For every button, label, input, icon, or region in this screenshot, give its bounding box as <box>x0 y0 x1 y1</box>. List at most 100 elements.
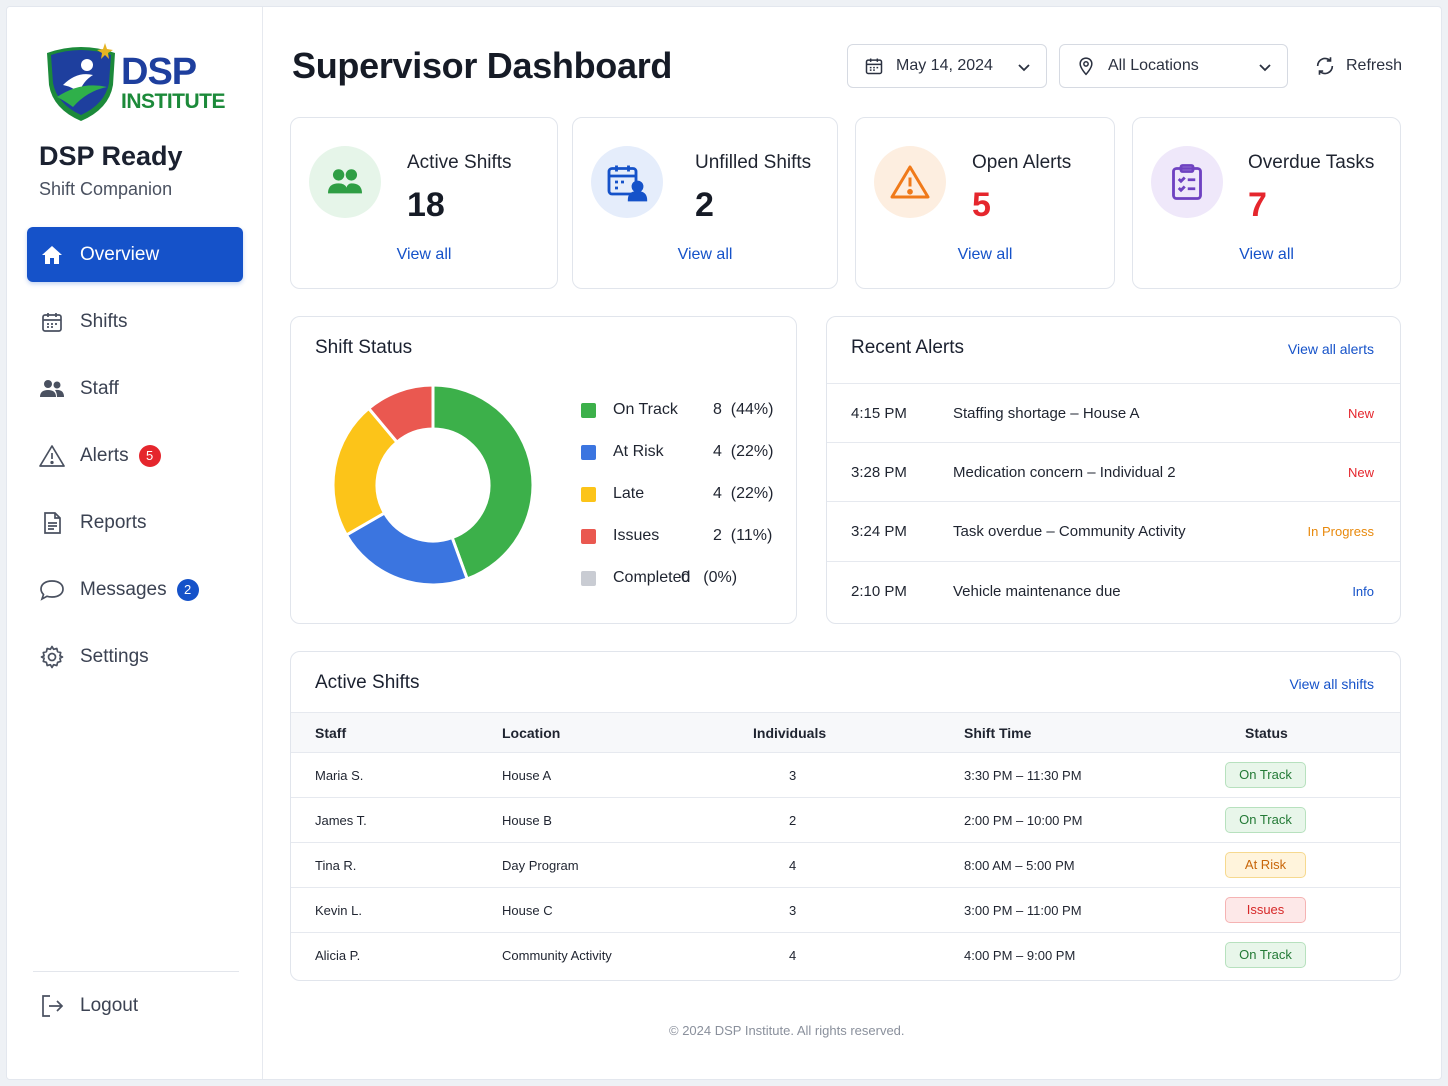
kpi-label: Active Shifts <box>407 152 512 173</box>
sidebar-item-label: Alerts <box>80 444 129 466</box>
table-row[interactable]: Maria S. House A 3 3:30 PM – 11:30 PM On… <box>291 752 1400 798</box>
clipboard-check-icon <box>1151 146 1223 218</box>
alert-row[interactable]: 3:28 PM Medication concern – Individual … <box>827 442 1400 501</box>
sidebar-item-label: Staff <box>80 377 119 399</box>
view-all-unfilled-shifts-link[interactable]: View all <box>677 246 733 263</box>
alerts-count-badge: 5 <box>138 444 161 467</box>
logo-line1: DSP <box>121 51 197 93</box>
alert-status: New <box>1347 465 1374 480</box>
location-cell: House A <box>502 752 734 798</box>
gear-icon <box>39 644 65 670</box>
view-all-overdue-tasks-link[interactable]: View all <box>1239 246 1294 263</box>
calendar-icon <box>39 309 65 335</box>
kpi-value: 5 <box>972 186 991 224</box>
kpi-label: Unfilled Shifts <box>695 152 812 173</box>
view-all-shifts-link[interactable]: View all shifts <box>1289 676 1374 692</box>
sidebar-item-alerts[interactable]: Alerts 5 <box>27 428 243 483</box>
chart-legend: On Track 8 (44%) At Risk 4 (22%) Late 4 … <box>581 389 781 599</box>
individuals-cell: 4 <box>789 947 797 963</box>
alert-status: In Progress <box>1307 524 1374 539</box>
location-cell: House B <box>502 797 734 843</box>
alert-text: Medication concern – Individual 2 <box>953 464 1176 481</box>
location-value: All Locations <box>1108 57 1199 74</box>
staff-cell: Alicia P. <box>315 947 361 963</box>
column-header: Status <box>1210 712 1400 753</box>
view-all-active-shifts-link[interactable]: View all <box>396 246 452 263</box>
sidebar-item-messages[interactable]: Messages 2 <box>27 562 243 617</box>
table-row[interactable]: Alicia P. Community Activity 4 4:00 PM –… <box>291 933 1400 978</box>
date-value: May 14, 2024 <box>896 57 993 74</box>
sidebar-divider <box>33 971 239 972</box>
alert-status: Info <box>1352 584 1374 599</box>
sidebar-item-label: Reports <box>80 511 147 533</box>
app-title: DSP Ready <box>39 141 183 171</box>
legend-label: Late <box>613 485 645 502</box>
alert-row[interactable]: 4:15 PM Staffing shortage – House A New <box>827 383 1400 442</box>
logout-button[interactable]: Logout <box>39 993 138 1019</box>
alert-text: Staffing shortage – House A <box>953 405 1140 422</box>
shift-status-donut-chart <box>331 383 535 587</box>
table-row[interactable]: James T. House B 2 2:00 PM – 10:00 PM On… <box>291 797 1400 843</box>
sidebar-item-label: Settings <box>80 645 149 667</box>
staff-cell: Maria S. <box>291 752 502 798</box>
table-row[interactable]: Tina R. Day Program 4 8:00 AM – 5:00 PM … <box>291 842 1400 888</box>
sidebar-item-reports[interactable]: Reports <box>27 495 243 550</box>
legend-label: On Track <box>613 401 678 418</box>
location-select[interactable]: All Locations <box>1059 44 1288 88</box>
logo-line2: INSTITUTE <box>121 90 226 113</box>
status-badge: Issues <box>1225 897 1306 923</box>
calendar-user-icon <box>591 146 663 218</box>
shield-logo-icon <box>47 43 115 121</box>
legend-label: At Risk <box>613 443 664 460</box>
staff-cell: Kevin L. <box>291 887 502 933</box>
legend-label: Issues <box>613 527 660 544</box>
status-badge: On Track <box>1225 942 1306 969</box>
table-row[interactable]: Kevin L. House C 3 3:00 PM – 11:00 PM Is… <box>291 887 1400 933</box>
home-icon <box>39 242 65 268</box>
sidebar-item-label: Shifts <box>80 310 128 332</box>
users-icon <box>309 146 381 218</box>
shift-status-panel: Shift Status On Track 8 (44%) At Risk 4 … <box>290 316 797 624</box>
active-shifts-table: Staff Location Individuals Shift Time St… <box>291 712 1400 978</box>
sidebar-item-overview[interactable]: Overview <box>27 227 243 282</box>
legend-swatch <box>581 444 596 460</box>
kpi-value: 18 <box>407 186 445 224</box>
panel-title: Active Shifts <box>315 672 420 693</box>
legend-swatch <box>581 570 596 586</box>
alert-time: 2:10 PM <box>851 583 907 600</box>
column-header: Individuals <box>734 712 964 753</box>
dsp-institute-logo: DSP INSTITUTE <box>43 41 233 123</box>
column-header: Staff <box>291 712 502 753</box>
logout-icon <box>39 993 65 1019</box>
view-all-open-alerts-link[interactable]: View all <box>957 246 1013 263</box>
legend-label: Completed <box>613 569 691 586</box>
table-header-row: Staff Location Individuals Shift Time St… <box>291 712 1400 753</box>
panel-title: Shift Status <box>315 337 413 358</box>
shift-time-cell: 2:00 PM – 10:00 PM <box>964 797 1210 843</box>
kpi-card-overdue-tasks: Overdue Tasks 7 View all <box>1132 117 1401 289</box>
date-picker[interactable]: May 14, 2024 <box>847 44 1047 88</box>
refresh-button[interactable]: Refresh <box>1314 55 1402 77</box>
sidebar-item-label: Messages <box>80 578 167 600</box>
staff-cell: Tina R. <box>291 842 502 888</box>
location-pin-icon <box>1079 57 1093 76</box>
alert-text: Task overdue – Community Activity <box>953 523 1186 540</box>
individuals-cell: 2 <box>734 797 964 843</box>
status-badge: On Track <box>1225 807 1306 833</box>
legend-swatch <box>581 486 596 502</box>
kpi-card-open-alerts: Open Alerts 5 View all <box>855 117 1115 289</box>
legend-item-on-track: On Track 8 (44%) <box>581 389 781 431</box>
legend-value: 4 (22%) <box>713 443 774 460</box>
users-icon <box>39 376 65 402</box>
alert-row[interactable]: 2:10 PM Vehicle maintenance due Info <box>827 561 1400 620</box>
alert-row[interactable]: 3:24 PM Task overdue – Community Activit… <box>827 501 1400 560</box>
sidebar-item-settings[interactable]: Settings <box>27 629 243 684</box>
sidebar-item-label: Overview <box>80 243 160 265</box>
page-title: Supervisor Dashboard <box>292 45 673 86</box>
refresh-icon <box>1316 57 1334 75</box>
view-all-alerts-link[interactable]: View all alerts <box>1287 341 1374 357</box>
sidebar-item-shifts[interactable]: Shifts <box>27 294 243 349</box>
app-subtitle: Shift Companion <box>39 179 173 199</box>
sidebar-item-staff[interactable]: Staff <box>27 361 243 416</box>
kpi-card-unfilled-shifts: Unfilled Shifts 2 View all <box>572 117 838 289</box>
